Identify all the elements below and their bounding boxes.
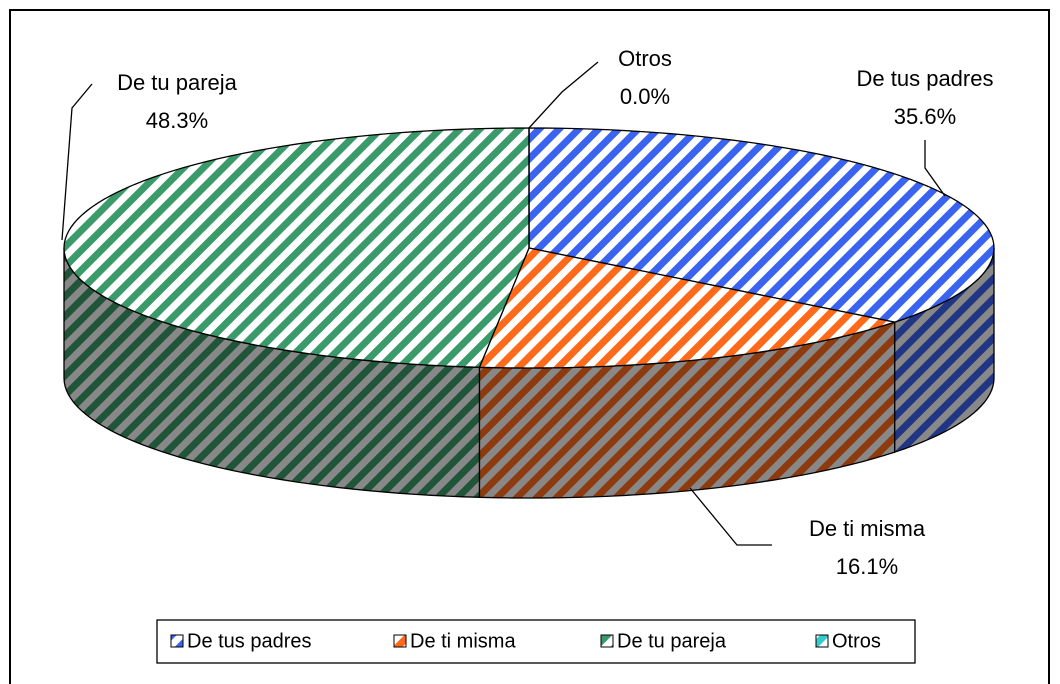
data-label-value: 35.6% — [894, 104, 956, 129]
legend-label: De ti misma — [410, 630, 516, 652]
legend-label: Otros — [832, 630, 881, 652]
data-label-name: De tu pareja — [117, 70, 238, 95]
data-label-name: De tus padres — [857, 66, 994, 91]
data-label-value: 48.3% — [146, 108, 208, 133]
legend-swatch — [393, 634, 407, 648]
legend-box — [156, 619, 916, 664]
legend-label: De tus padres — [187, 630, 312, 652]
legend: De tus padres De ti misma De tu pareja Otro… — [170, 630, 881, 652]
legend-label: De tu pareja — [617, 630, 727, 652]
pie-tops — [63, 127, 995, 369]
leader-line — [61, 83, 93, 241]
pie-slice — [528, 127, 995, 323]
data-label-name: Otros — [618, 46, 672, 71]
legend-swatch — [170, 634, 184, 648]
data-label-value: 0.0% — [620, 84, 670, 109]
leader-line — [689, 487, 772, 546]
legend-swatch — [600, 634, 614, 648]
data-label-name: De ti misma — [809, 516, 926, 541]
pie-sides — [63, 247, 995, 499]
leader-line — [924, 140, 946, 197]
legend-swatch — [815, 634, 829, 648]
leader-lines — [61, 61, 946, 546]
data-label-value: 16.1% — [836, 554, 898, 579]
leader-line — [528, 61, 599, 129]
data-labels: De tus padres 35.6% De ti misma 16.1% De tu … — [117, 46, 993, 579]
pie-slice — [63, 127, 530, 368]
pie-slice — [478, 247, 898, 369]
